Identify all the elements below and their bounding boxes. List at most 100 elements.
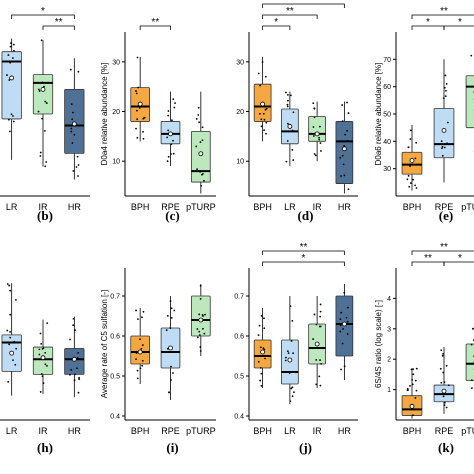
data-point xyxy=(198,334,201,336)
data-point xyxy=(167,114,170,117)
data-point xyxy=(44,352,47,354)
x-tick-label: HR xyxy=(68,426,81,436)
data-point xyxy=(71,111,74,114)
data-point xyxy=(412,368,414,371)
data-point xyxy=(72,317,75,320)
data-point xyxy=(135,358,137,361)
box-pturp xyxy=(191,130,211,183)
y-tick-label: 0.4 xyxy=(110,414,120,421)
data-point xyxy=(8,284,11,287)
data-point xyxy=(7,54,10,56)
significance-label: * xyxy=(274,17,278,28)
data-point xyxy=(137,86,140,89)
data-point xyxy=(291,319,294,322)
significance-label: ** xyxy=(424,253,432,264)
mean-marker xyxy=(40,355,46,361)
data-point xyxy=(347,188,350,191)
data-point xyxy=(8,79,11,81)
data-point xyxy=(414,379,417,382)
data-point xyxy=(6,74,8,76)
y-axis-label: D0a4 relative abundance [%] xyxy=(100,63,109,166)
data-point xyxy=(167,110,170,112)
significance-label: ** xyxy=(440,6,448,17)
data-point xyxy=(6,283,9,285)
data-point xyxy=(170,316,173,319)
data-point xyxy=(201,139,204,142)
data-point xyxy=(9,61,12,64)
data-point xyxy=(70,130,73,133)
data-point xyxy=(70,127,73,130)
data-point xyxy=(265,107,268,110)
y-axis-label: 6S/4S ratio (log scale) [-] xyxy=(374,300,383,388)
data-point xyxy=(195,145,198,148)
data-point xyxy=(264,108,267,111)
x-tick-label: HR xyxy=(338,426,351,436)
data-point xyxy=(292,352,295,355)
x-tick-label: RPE xyxy=(435,426,454,436)
data-point xyxy=(444,74,447,77)
data-point xyxy=(39,391,42,393)
data-point xyxy=(76,357,79,359)
data-point xyxy=(41,347,44,350)
data-point xyxy=(470,379,473,381)
y-tick-label: 10 xyxy=(112,159,120,166)
box-hr xyxy=(335,121,354,184)
data-point xyxy=(444,95,447,98)
x-tick-label: pTURP xyxy=(461,426,474,436)
data-point xyxy=(257,334,260,337)
data-point xyxy=(260,125,263,128)
data-point xyxy=(202,327,204,330)
data-point xyxy=(142,117,145,120)
significance-bracket xyxy=(262,250,345,255)
data-point xyxy=(38,353,41,356)
data-point xyxy=(10,113,13,116)
data-point xyxy=(139,338,141,341)
y-tick-label: 4 xyxy=(387,296,391,303)
data-point xyxy=(339,318,342,321)
y-axis-label: D0a6 relative abundance [%] xyxy=(374,63,383,166)
significance-bracket xyxy=(262,14,318,19)
data-point xyxy=(343,144,346,147)
data-point xyxy=(259,366,262,369)
box-ir xyxy=(32,74,54,115)
data-point xyxy=(42,382,45,385)
data-point xyxy=(172,152,175,155)
mean-marker xyxy=(287,124,293,129)
mean-marker xyxy=(137,101,143,107)
data-point xyxy=(136,369,139,372)
data-point xyxy=(138,107,141,109)
data-point xyxy=(406,178,409,181)
data-point xyxy=(291,129,294,132)
mean-marker xyxy=(137,349,143,355)
significance-label: ** xyxy=(55,17,63,28)
data-point xyxy=(135,92,138,95)
data-point xyxy=(44,129,46,132)
box-ir xyxy=(308,116,326,142)
y-tick-label: 40 xyxy=(383,139,391,146)
data-point xyxy=(346,306,349,309)
data-point xyxy=(70,103,73,106)
data-point xyxy=(166,136,169,139)
data-point xyxy=(7,380,10,383)
data-point xyxy=(441,154,444,157)
panel-letter: (b) xyxy=(37,208,53,223)
data-point xyxy=(77,70,80,73)
data-point xyxy=(44,165,47,168)
data-point xyxy=(259,84,262,87)
data-point xyxy=(443,401,446,404)
significance-bracket xyxy=(11,14,75,19)
data-point xyxy=(258,112,261,115)
data-point xyxy=(407,389,409,391)
data-point xyxy=(171,119,173,122)
data-point xyxy=(143,116,146,119)
data-point xyxy=(165,329,168,332)
x-tick-label: HR xyxy=(68,202,81,212)
data-point xyxy=(314,154,317,157)
data-point xyxy=(411,414,414,417)
data-point xyxy=(197,114,200,116)
data-point xyxy=(260,118,263,121)
data-point xyxy=(139,367,142,370)
mean-marker xyxy=(168,131,173,137)
data-point xyxy=(141,359,144,362)
mean-marker xyxy=(441,127,447,133)
